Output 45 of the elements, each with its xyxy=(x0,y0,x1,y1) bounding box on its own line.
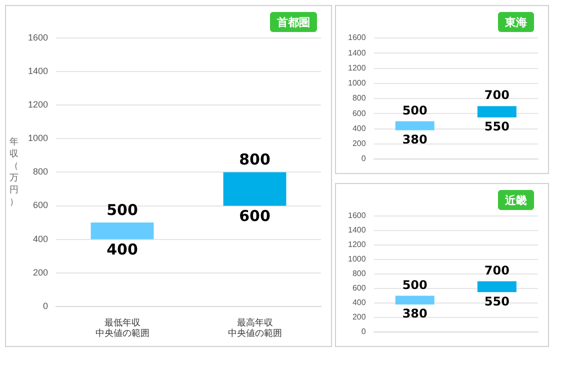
y-tick-label: 1200 xyxy=(348,240,366,250)
annotation: 550 xyxy=(484,294,510,308)
y-tick-label: 0 xyxy=(43,300,48,311)
annotation: 800 xyxy=(239,150,270,169)
y-tick-label: 1400 xyxy=(348,48,366,58)
annotation: 700 xyxy=(484,263,510,278)
y-tick-label: 1000 xyxy=(348,78,366,88)
annotation: 600 xyxy=(239,207,270,226)
y-tick-label: 600 xyxy=(352,284,366,293)
annotation: 550 xyxy=(484,120,510,134)
y-tick-label: 400 xyxy=(352,298,366,308)
y-tick-label: 800 xyxy=(32,166,48,177)
y-tick-label: 600 xyxy=(32,200,48,210)
y-tick-label: 1000 xyxy=(28,133,48,144)
y-tick-label: 1600 xyxy=(28,32,48,42)
chart-title: 東海 xyxy=(504,16,527,29)
y-tick-label: 1600 xyxy=(348,33,366,42)
y-tick-label: 1600 xyxy=(348,211,366,220)
x-tick-label: 最低年収中央値の範囲 xyxy=(95,317,150,338)
y-tick-label: 600 xyxy=(352,108,366,118)
annotation: 380 xyxy=(402,132,428,146)
y-tick-label: 1200 xyxy=(348,63,366,72)
y-tick-label: 1200 xyxy=(28,100,48,110)
annotation: 400 xyxy=(106,240,138,259)
y-tick-label: 0 xyxy=(361,154,366,164)
y-tick-label: 200 xyxy=(352,139,366,148)
y-tick-label: 400 xyxy=(352,124,366,133)
y-tick-label: 200 xyxy=(352,312,366,322)
y-axis-title: 年収（万円） xyxy=(10,136,18,208)
chart-title: 近畿 xyxy=(504,194,527,207)
x-tick-label: 最高年収中央値の範囲 xyxy=(228,317,282,338)
y-tick-label: 1000 xyxy=(348,254,366,264)
annotation: 500 xyxy=(402,278,428,292)
y-tick-label: 800 xyxy=(352,269,366,278)
y-tick-label: 800 xyxy=(352,94,366,103)
annotation: 700 xyxy=(484,88,510,102)
y-tick-label: 400 xyxy=(32,234,48,244)
y-tick-label: 1400 xyxy=(28,66,48,76)
y-tick-label: 0 xyxy=(361,327,366,336)
chart-title: 首都圏 xyxy=(276,16,310,29)
annotation: 380 xyxy=(402,306,428,321)
y-tick-label: 1400 xyxy=(348,226,366,235)
annotation: 500 xyxy=(402,103,428,118)
y-tick-label: 200 xyxy=(32,267,48,278)
annotation: 500 xyxy=(106,200,138,219)
